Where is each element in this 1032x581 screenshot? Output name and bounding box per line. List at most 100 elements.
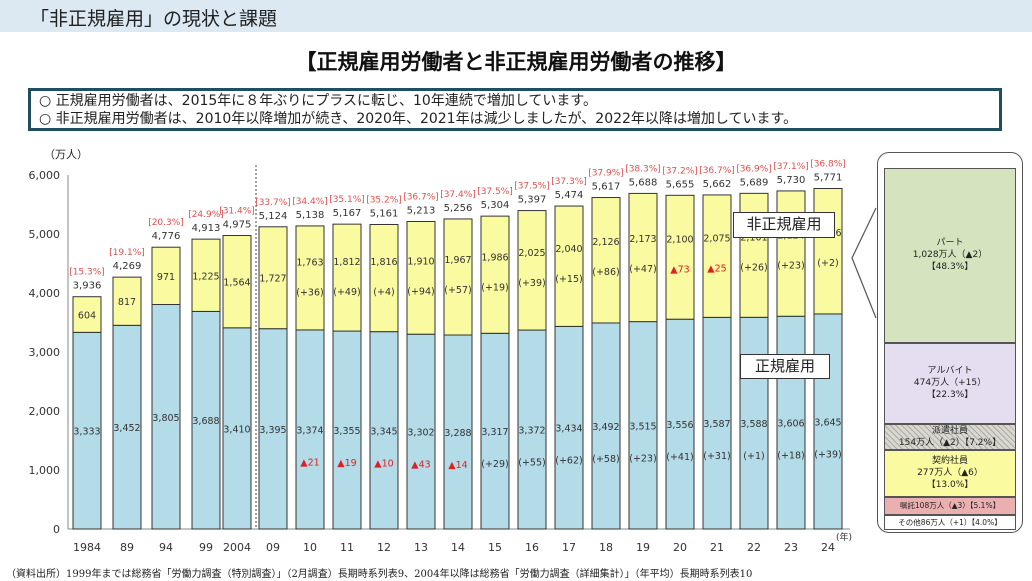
- total-label: 3,936: [73, 281, 102, 292]
- x-tick-label: 89: [120, 541, 134, 554]
- breakdown-label: 派遣社員: [931, 425, 968, 436]
- y-axis-unit: （万人）: [44, 148, 88, 161]
- nonregular-value-label: 1,910: [407, 256, 434, 267]
- nonregular-bar: [517, 210, 547, 331]
- regular-value-label: 3,492: [592, 422, 619, 433]
- regular-change-label: (+41): [666, 452, 693, 463]
- total-label: 5,167: [333, 208, 362, 219]
- total-label: 5,138: [296, 210, 325, 221]
- breakdown-label: アルバイト: [927, 366, 973, 377]
- regular-bar: [112, 324, 142, 530]
- ratio-label: [37.4%]: [440, 190, 476, 200]
- nonregular-value-label: 971: [157, 272, 175, 283]
- x-tick-label: 22: [747, 541, 761, 554]
- breakdown-label: パート: [936, 238, 964, 249]
- regular-value-label: 3,333: [73, 427, 100, 438]
- ratio-label: [37.3%]: [551, 177, 587, 187]
- nonregular-change-label: (+49): [333, 287, 360, 298]
- regular-change-label: ▲19: [337, 458, 356, 469]
- ratio-label: [34.4%]: [292, 197, 328, 207]
- regular-change-label: ▲21: [300, 457, 319, 468]
- ratio-label: [31.4%]: [219, 207, 255, 217]
- x-tick-label: 14: [451, 541, 465, 554]
- regular-value-label: 3,452: [113, 423, 140, 434]
- x-tick-label: 12: [377, 541, 391, 554]
- x-tick-label: 16: [525, 541, 539, 554]
- regular-bar: [628, 321, 658, 530]
- page-title: 「非正規雇用」の現状と課題: [30, 8, 278, 30]
- total-label: 5,474: [555, 190, 584, 201]
- total-label: 5,688: [629, 177, 658, 188]
- nonregular-bar: [443, 218, 473, 336]
- ratio-label: [37.5%]: [477, 187, 513, 197]
- nonregular-bar: [332, 223, 362, 332]
- nonregular-bar: [591, 197, 621, 324]
- nonregular-bar: [295, 225, 325, 331]
- breakdown-segment: その他86万人（+1）【4.0%】: [884, 515, 1016, 530]
- regular-change-label: ▲14: [448, 460, 467, 471]
- nonregular-bar: [776, 190, 806, 317]
- callout-pointer: [851, 207, 877, 319]
- breakdown-segment: 契約社員 277万人（▲6） 【13.0%】: [884, 449, 1016, 497]
- regular-change-label: (+18): [777, 451, 804, 462]
- breakdown-segment: 嘱託108万人（▲3）【5.1%】: [884, 496, 1016, 516]
- regular-value-label: 3,587: [703, 419, 730, 430]
- breakdown-segment: アルバイト 474万人（+15） 【22.3%】: [884, 342, 1016, 424]
- regular-value-label: 3,606: [777, 419, 804, 430]
- nonregular-bar: [665, 194, 695, 320]
- nonregular-bar: [369, 224, 399, 333]
- regular-bar: [702, 316, 732, 530]
- nonregular-value-label: 1,986: [481, 253, 508, 264]
- y-tick-label: 6,000: [29, 169, 61, 182]
- nonregular-bar: [406, 220, 436, 335]
- total-label: 5,124: [259, 211, 288, 222]
- regular-bar: [443, 334, 473, 530]
- regular-change-label: (+58): [592, 454, 619, 465]
- x-tick-label: 13: [414, 541, 428, 554]
- breakdown-segment: パート 1,028万人（▲2） 【48.3%】: [884, 168, 1016, 343]
- regular-series-label: 正規雇用: [740, 354, 830, 379]
- x-tick-label: 18: [599, 541, 613, 554]
- breakdown-label: 474万人（+15）: [913, 378, 987, 389]
- breakdown-label: 277万人（▲6）: [917, 468, 983, 479]
- nonregular-value-label: 1,564: [223, 278, 250, 289]
- y-tick-label: 5,000: [29, 228, 61, 241]
- regular-value-label: 3,374: [296, 425, 323, 436]
- nonregular-value-label: 2,025: [518, 248, 545, 259]
- nonregular-change-label: (+4): [373, 287, 394, 298]
- regular-value-label: 3,355: [333, 426, 360, 437]
- regular-bar: [258, 328, 288, 530]
- nonregular-value-label: 1,225: [192, 271, 219, 282]
- nonregular-change-label: ▲73: [670, 264, 689, 275]
- total-label: 5,689: [740, 177, 769, 188]
- nonregular-change-label: (+19): [481, 283, 508, 294]
- regular-change-label: (+31): [703, 451, 730, 462]
- ratio-label: [24.9%]: [188, 210, 224, 220]
- breakdown-label: 契約社員: [931, 456, 968, 467]
- x-tick-label: 19: [636, 541, 650, 554]
- total-label: 5,304: [481, 200, 510, 211]
- nonregular-change-label: (+39): [518, 278, 545, 289]
- ratio-label: [15.3%]: [69, 268, 105, 278]
- breakdown-label: 1,028万人（▲2）: [912, 250, 988, 261]
- x-tick-label: 99: [199, 541, 213, 554]
- breakdown-label: 【48.3%】: [926, 262, 974, 273]
- x-tick-label: 10: [303, 541, 317, 554]
- regular-value-label: 3,302: [407, 428, 434, 439]
- regular-value-label: 3,395: [259, 425, 286, 436]
- nonregular-change-label: (+94): [407, 286, 434, 297]
- nonregular-bar: [112, 276, 142, 326]
- total-label: 5,662: [703, 179, 732, 190]
- ratio-label: [38.3%]: [625, 164, 661, 174]
- nonregular-value-label: 2,040: [555, 244, 582, 255]
- total-label: 5,771: [814, 173, 843, 184]
- y-tick-label: 3,000: [29, 346, 61, 359]
- ratio-label: [36.9%]: [736, 164, 772, 174]
- total-label: 5,397: [518, 195, 547, 206]
- summary-note: ○ 非正規雇用労働者は、2010年以降増加が続き、2020年、2021年は減少し…: [39, 111, 798, 127]
- nonregular-change-label: (+36): [296, 287, 323, 298]
- nonregular-change-label: (+57): [444, 285, 471, 296]
- nonregular-value-label: 1,967: [444, 255, 471, 266]
- nonregular-value-label: 1,812: [333, 257, 360, 268]
